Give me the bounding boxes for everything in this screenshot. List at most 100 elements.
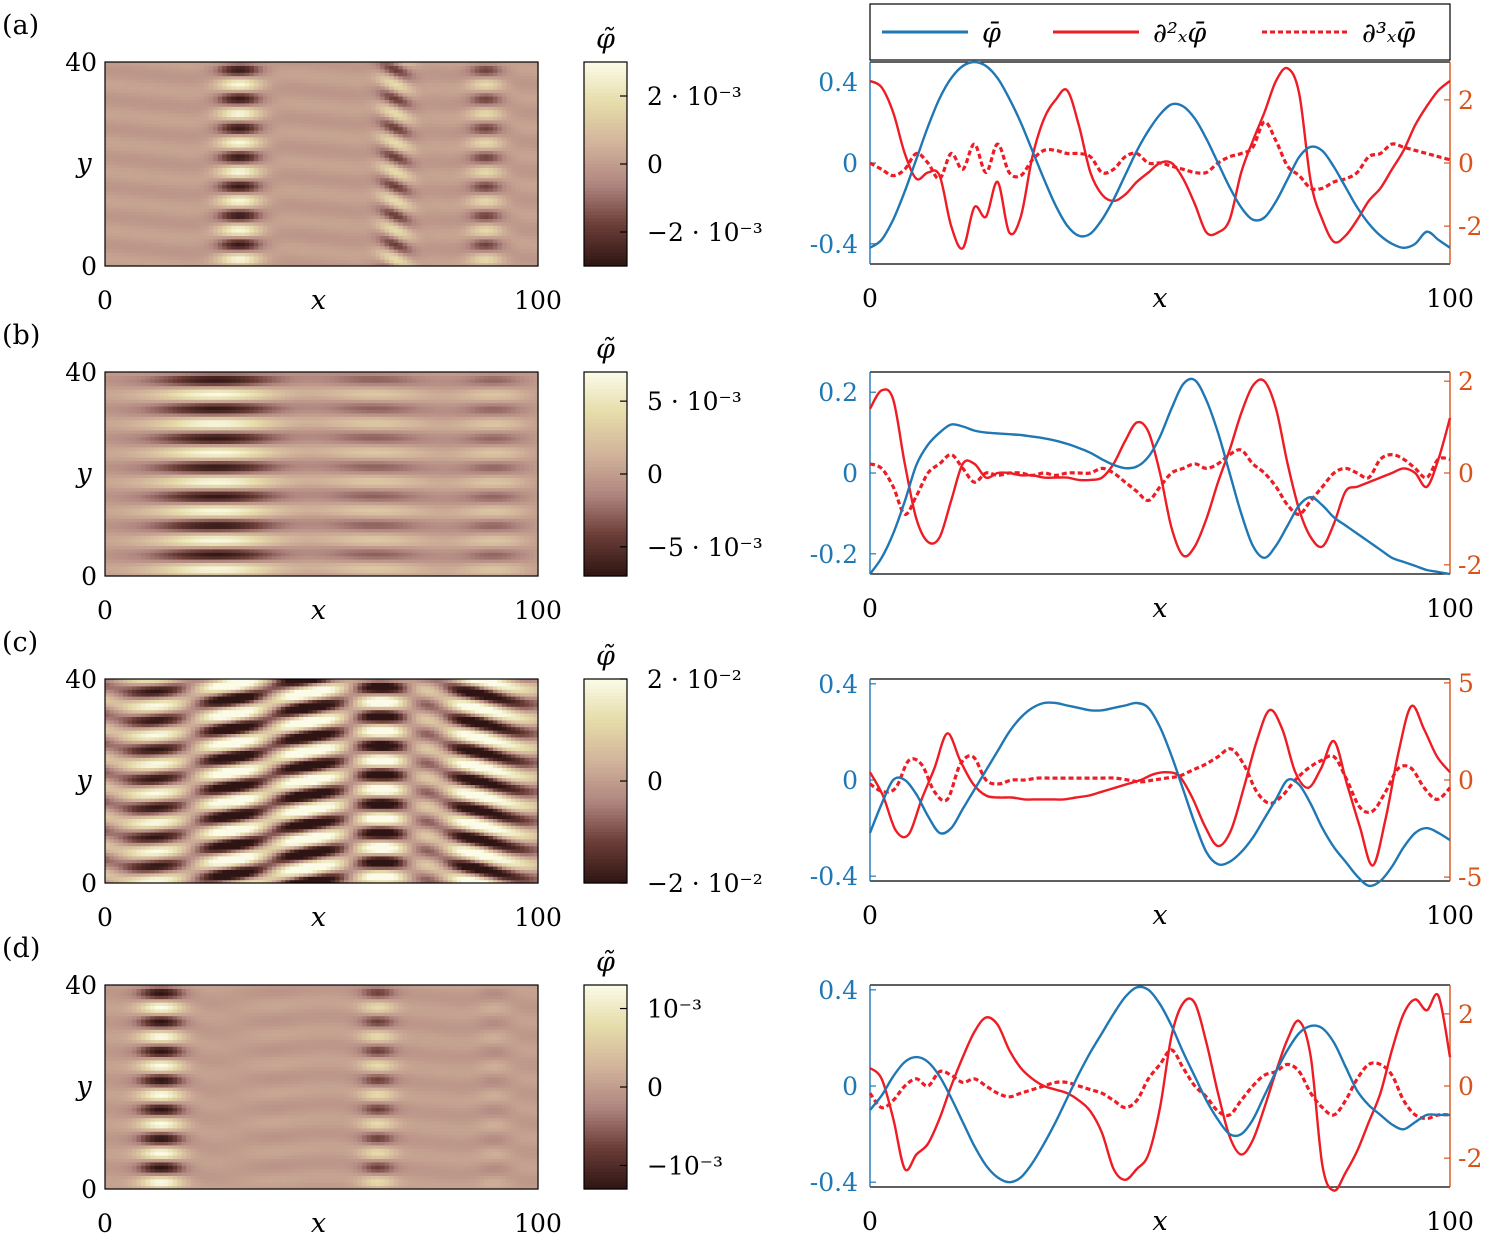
heatmap-cell [376,212,381,216]
heatmap-cell [308,246,313,250]
heatmap-cell [452,144,457,148]
heatmap-cell [213,144,218,148]
heatmap-cell [240,239,245,243]
heatmap-cell [285,212,290,216]
heatmap-cell [340,229,345,233]
heatmap-cell [222,246,227,250]
heatmap-cell [294,259,299,263]
heatmap-cell [218,222,223,226]
heatmap-cell [263,171,268,175]
heatmap-cell [227,188,232,192]
heatmap-cell [200,144,205,148]
heatmap-cell [466,171,471,175]
heatmap-cell [367,205,372,209]
heatmap-cell [123,259,128,263]
legend-label: ∂³ₓφ̄ [1362,18,1415,49]
heatmap-cell [443,154,448,158]
heatmap-cell [312,144,317,148]
heatmap-cell [380,212,385,216]
heatmap-cell [110,212,115,216]
heatmap-cell [290,259,295,263]
heatmap-cell [317,161,322,165]
heatmap-cell [119,239,124,243]
heatmap-cell [380,137,385,141]
heatmap-cell [272,171,277,175]
heatmap-cell [191,144,196,148]
heatmap-cell [457,212,462,216]
heatmap-cell [358,144,363,148]
heatmap-cell [416,212,421,216]
heatmap-cell [164,178,169,182]
heatmap-cell [258,259,263,263]
heatmap-cell [146,178,151,182]
heatmap-cell [376,259,381,263]
heatmap-cell [123,161,128,165]
heatmap-cell [331,137,336,141]
heatmap-cell [254,205,259,209]
heatmap-cell [236,239,241,243]
heatmap-cell [141,178,146,182]
heatmap-cell [231,222,236,226]
heatmap-cell [204,144,209,148]
heatmap-cell [308,195,313,199]
heatmap-cell [236,188,241,192]
heatmap-cell [195,246,200,250]
heatmap-cell [466,178,471,182]
heatmap-cell [430,178,435,182]
heatmap-cell [218,205,223,209]
heatmap-cell [290,212,295,216]
heatmap-cell [475,222,480,226]
heatmap-cell [204,161,209,165]
heatmap-cell [164,154,169,158]
heatmap-cell [236,171,241,175]
heatmap-cell [439,212,444,216]
heatmap-cell [371,246,376,250]
heatmap: 0 100040xy [65,48,562,316]
heatmap-cell [335,195,340,199]
heatmap-cell [421,188,426,192]
heatmap-cell [434,222,439,226]
heatmap-cell [430,161,435,165]
heatmap-cell [123,144,128,148]
heatmap-cell [376,195,381,199]
heatmap-cell [141,205,146,209]
heatmap-cell [317,259,322,263]
heatmap-cell [407,144,412,148]
heatmap-cell [150,178,155,182]
heatmap-cell [340,205,345,209]
heatmap-cell [312,205,317,209]
heatmap-cell [119,137,124,141]
heatmap-cell [159,212,164,216]
heatmap-cell [222,229,227,233]
heatmap-cell [299,212,304,216]
heatmap-cell [470,154,475,158]
heatmap-cell [285,154,290,158]
heatmap-cell [434,188,439,192]
heatmap-cell [326,171,331,175]
heatmap-cell [412,259,417,263]
heatmap-cell [344,212,349,216]
heatmap-cell [335,161,340,165]
heatmap-cell [326,229,331,233]
heatmap-cell [110,205,115,209]
heatmap-cell [457,259,462,263]
heatmap-cell [421,205,426,209]
heatmap-cell [281,222,286,226]
heatmap-cell [294,239,299,243]
heatmap-cell [254,246,259,250]
heatmap-cell [475,259,480,263]
heatmap-cell [340,259,345,263]
heatmap-cell [353,161,358,165]
heatmap-cell [276,212,281,216]
heatmap-cell [349,171,354,175]
heatmap-cell [105,178,110,182]
heatmap-cell [159,205,164,209]
heatmap-cell [267,246,272,250]
heatmap-cell [303,144,308,148]
heatmap-cell [128,195,133,199]
heatmap-cell [191,259,196,263]
heatmap-cell [177,229,182,233]
heatmap-cell [150,161,155,165]
heatmap-cell [303,161,308,165]
heatmap-cell [159,178,164,182]
